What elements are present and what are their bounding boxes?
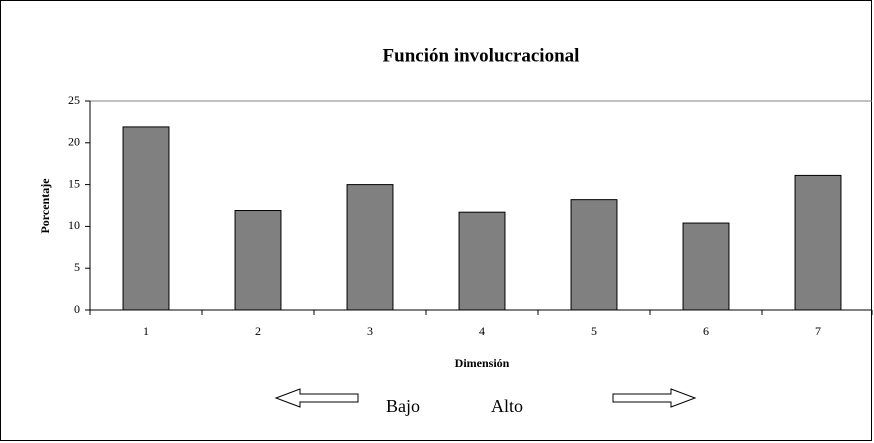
bar (794, 174, 842, 311)
bar (234, 210, 282, 311)
y-tick-label: 25 (68, 93, 80, 107)
y-tick-label: 5 (74, 260, 80, 274)
arrow-right (612, 388, 697, 408)
x-tick-label: 6 (703, 324, 709, 338)
annotation: Alto (491, 396, 523, 416)
x-tick-label: 3 (367, 324, 373, 338)
x-tick-label: 4 (479, 324, 485, 338)
bar (458, 211, 506, 311)
bar (570, 199, 618, 311)
y-axis-label: Porcentaje (38, 178, 52, 234)
chart-title: Función involucracional (383, 45, 580, 66)
annotation: Bajo (386, 396, 420, 416)
x-tick-label: 7 (815, 324, 821, 338)
x-tick-label: 5 (591, 324, 597, 338)
x-tick-label: 2 (255, 324, 261, 338)
y-tick-label: 10 (68, 218, 80, 232)
x-axis-label: Dimensión (455, 356, 510, 370)
y-tick-label: 15 (68, 176, 80, 190)
arrow-left (274, 388, 359, 408)
bar (346, 184, 394, 311)
bar (122, 126, 170, 311)
y-tick-label: 20 (68, 135, 80, 149)
y-tick-label: 0 (74, 302, 80, 316)
x-tick-label: 1 (143, 324, 149, 338)
bar (682, 222, 730, 311)
